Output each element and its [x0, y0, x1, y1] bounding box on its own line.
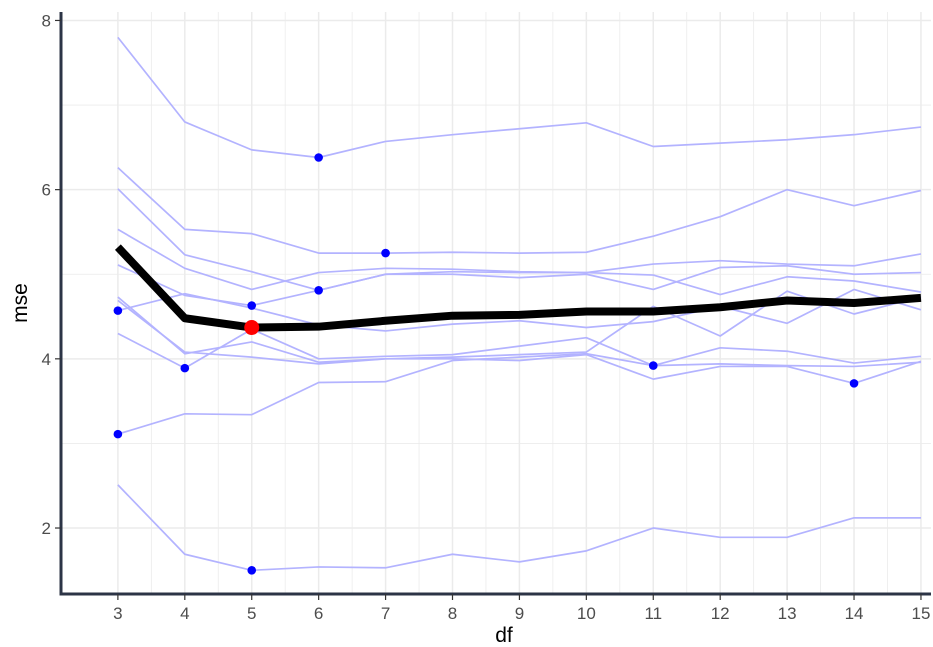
x-axis-title: df [495, 624, 513, 647]
fold-line-2 [117, 167, 922, 254]
fold-min-point [314, 153, 323, 162]
y-axis-title: mse [9, 283, 32, 323]
fold-min-point [648, 361, 658, 370]
x-tick-label: 10 [577, 604, 596, 623]
mean-min-point [244, 320, 260, 336]
x-tick-label: 14 [845, 604, 864, 623]
y-tick-label: 4 [42, 350, 51, 369]
x-tick-label: 9 [515, 604, 524, 623]
y-tick-label: 8 [42, 11, 51, 30]
x-tick-label: 4 [180, 604, 189, 623]
fold-min-point [113, 429, 123, 439]
plot-area [61, 12, 931, 594]
x-tick-label: 6 [314, 604, 323, 623]
fold-min-point [381, 248, 390, 258]
x-tick-label: 5 [247, 604, 256, 623]
x-tick-label: 7 [381, 604, 390, 623]
x-tick-label: 8 [448, 604, 457, 623]
fold-min-points [113, 153, 859, 575]
fold-min-point [247, 301, 257, 310]
axes [59, 12, 931, 596]
mean-min-point [244, 320, 260, 336]
y-tick-label: 6 [42, 181, 51, 200]
fold-min-point [849, 379, 859, 388]
x-tick-label: 12 [711, 604, 730, 623]
x-tick-label: 3 [113, 604, 122, 623]
fold-min-point [113, 306, 123, 315]
ticks: 3 4 5 6 7 8 9 10 11 12 13 14 15 2 4 6 8 [42, 11, 931, 623]
x-tick-label: 15 [912, 604, 931, 623]
fold-line-6 [117, 290, 922, 365]
fold-min-point [180, 363, 190, 373]
x-tick-label: 13 [778, 604, 797, 623]
fold-line-1 [117, 36, 922, 159]
x-tick-label: 11 [644, 604, 662, 623]
fold-line-10 [117, 352, 922, 435]
y-tick-label: 2 [42, 519, 51, 538]
fold-min-point [247, 566, 257, 575]
fold-min-point [314, 286, 323, 295]
fold-line-4 [117, 228, 922, 296]
